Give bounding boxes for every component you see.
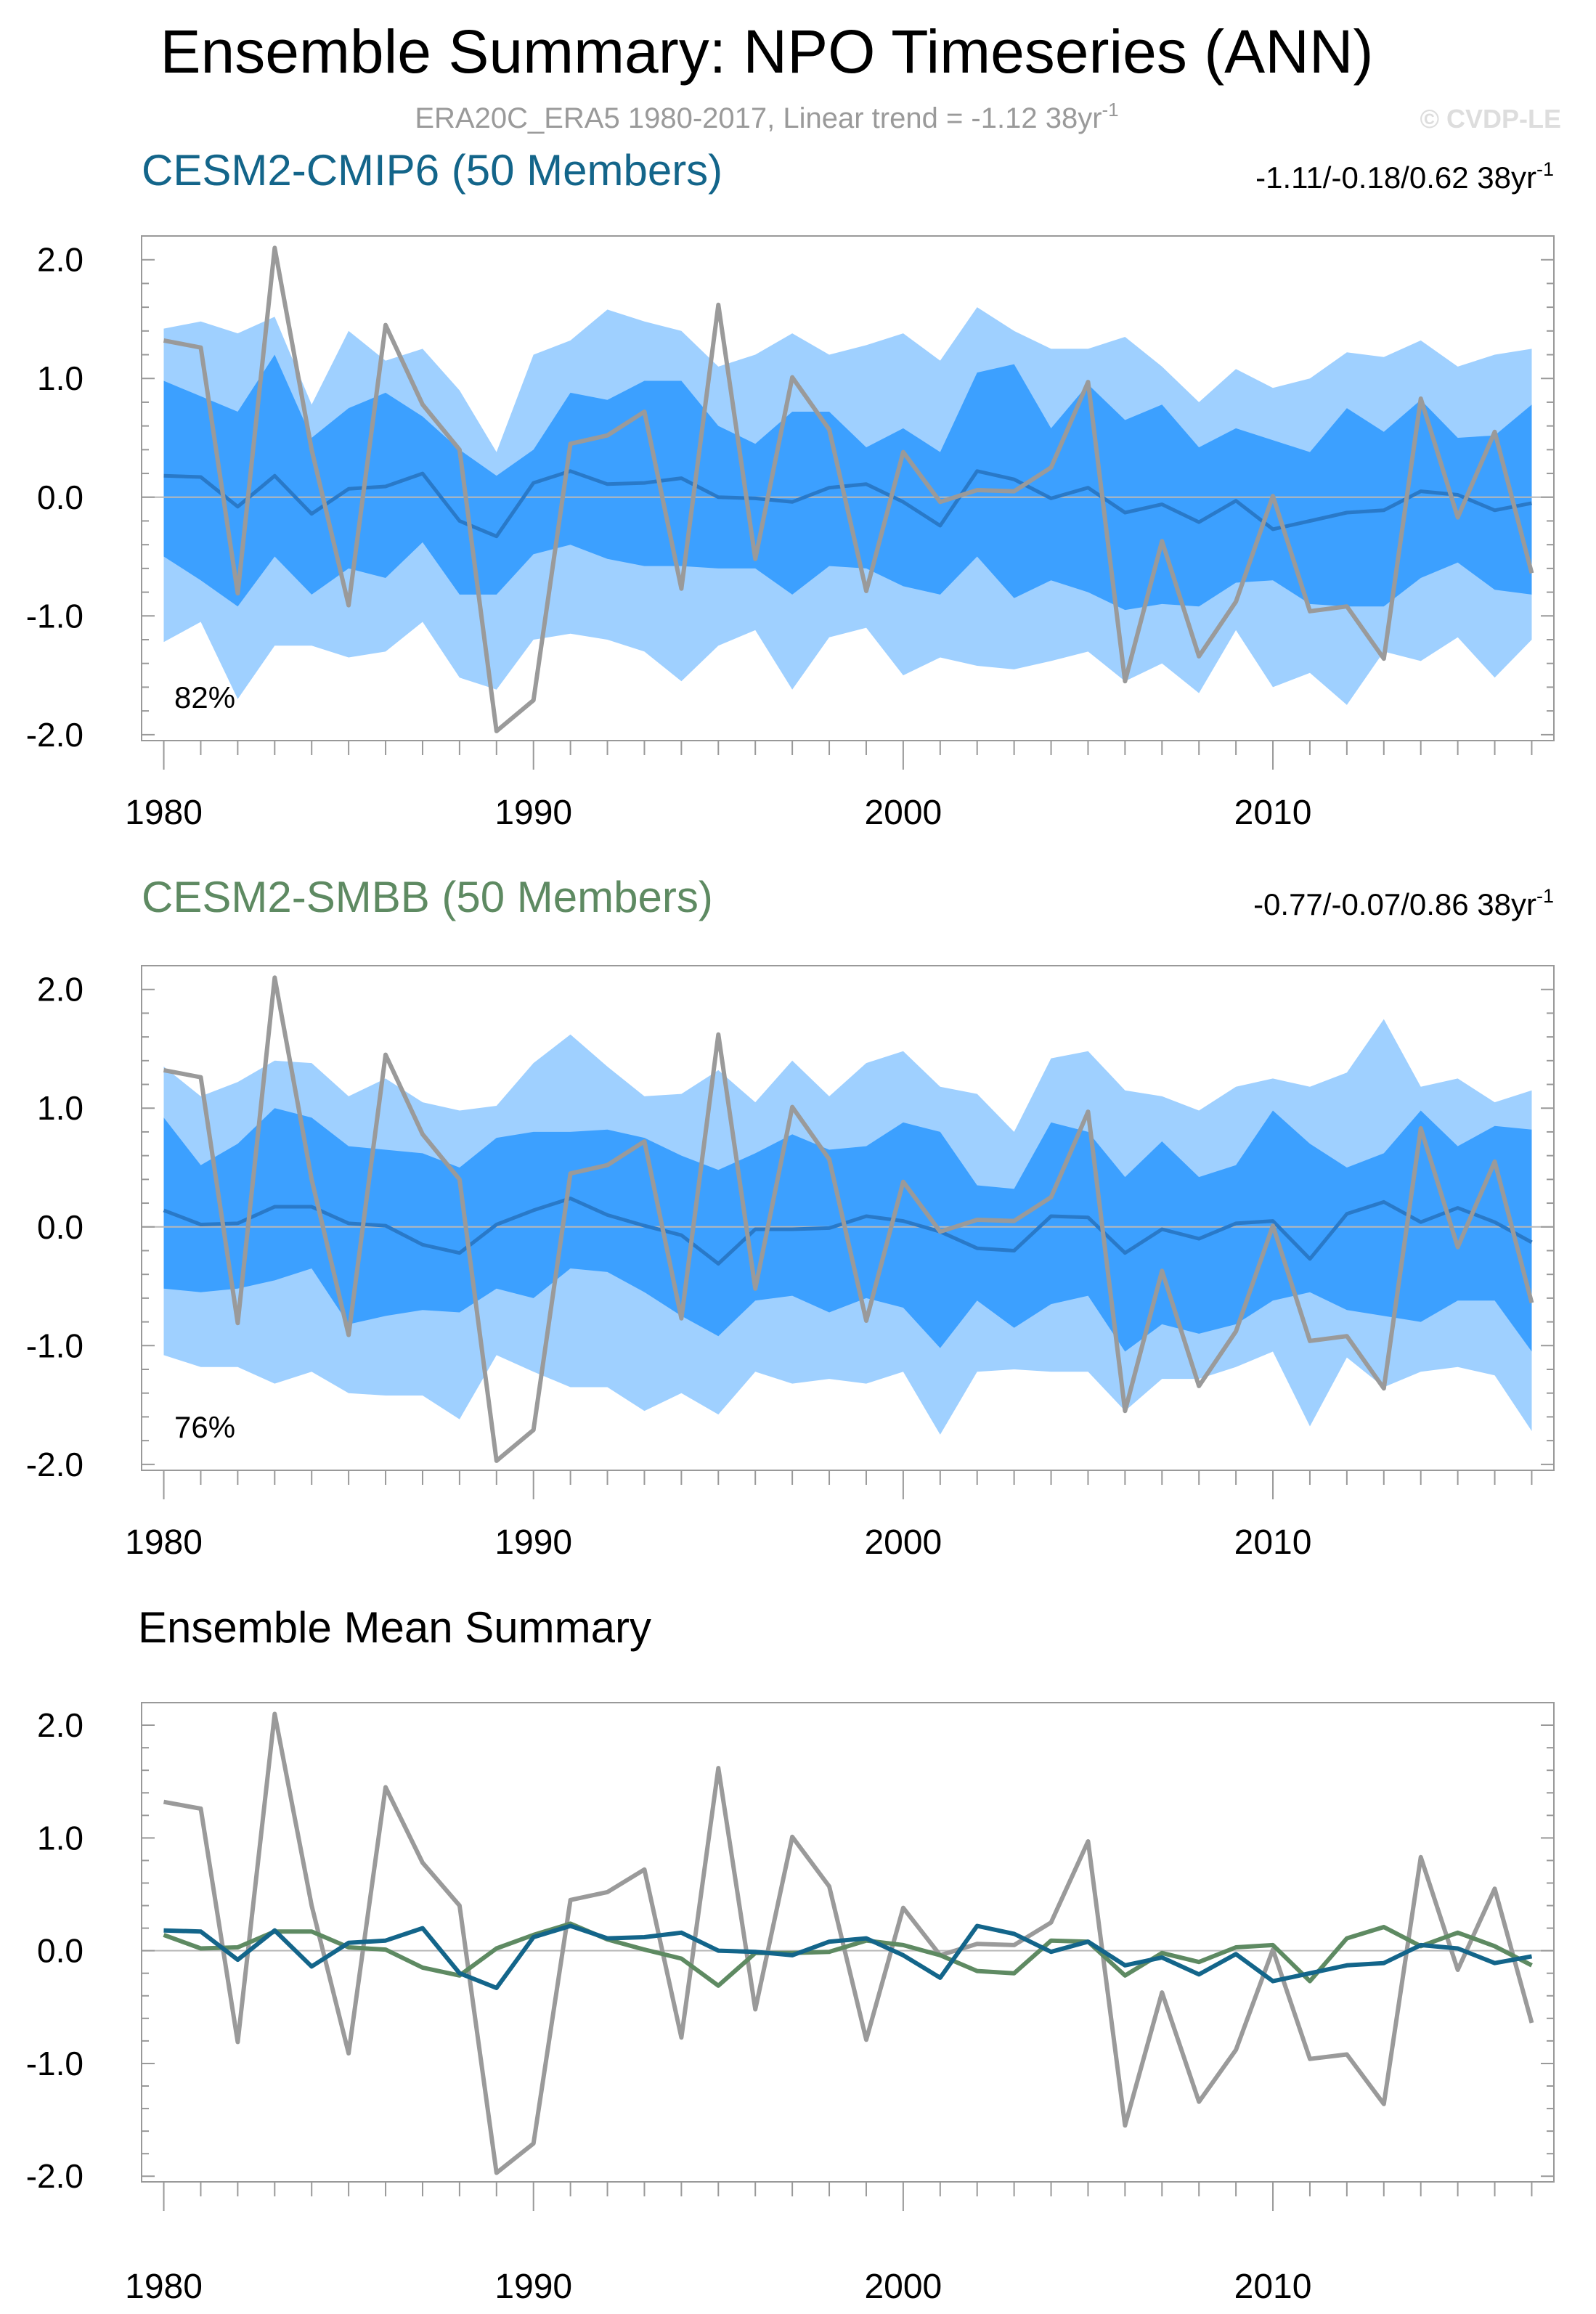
- ensemble-mean-line: [163, 469, 1532, 539]
- y-tick-label: -2.0: [26, 2157, 84, 2195]
- chart-panels: CESM2-CMIP6 (50 Members) -1.11/-0.18/0.62…: [26, 146, 1555, 2306]
- y-tick-label: -2.0: [26, 716, 84, 754]
- percent-label-smbb: 76%: [174, 1410, 235, 1444]
- ensemble-mean-line: [163, 1197, 1533, 1266]
- subtitle-sup: -1: [1102, 99, 1119, 121]
- ensemble-10-90-band: [163, 354, 1532, 611]
- trend-label-sup: -1: [1536, 885, 1554, 907]
- plot-area-cmip6: [142, 245, 1554, 733]
- y-tick-label: 0.0: [37, 1208, 84, 1246]
- trend-label-text: -0.77/-0.07/0.86 38yr: [1253, 887, 1536, 921]
- y-tick-label: 1.0: [37, 1819, 84, 1857]
- y-tick-label: -1.0: [26, 597, 84, 635]
- x-tick-label: 2000: [864, 1523, 942, 1562]
- x-tick-label: 1990: [494, 794, 572, 832]
- plot-area-smbb: [142, 975, 1554, 1463]
- copyright-label: © CVDP-LE: [1420, 104, 1561, 134]
- y-tick-label: -2.0: [26, 1446, 84, 1483]
- panel-frame: [141, 235, 1555, 741]
- chart-panel-cmip6: CESM2-CMIP6 (50 Members) -1.11/-0.18/0.62…: [26, 146, 1555, 832]
- panel-title-mean: Ensemble Mean Summary: [138, 1603, 651, 1652]
- x-tick-label: 2010: [1234, 2268, 1312, 2306]
- x-tick-label: 2010: [1234, 794, 1312, 832]
- subtitle-text: ERA20C_ERA5 1980-2017, Linear trend = -1…: [415, 102, 1102, 134]
- y-tick-label: 2.0: [37, 241, 84, 279]
- plot-area-mean: [142, 1711, 1554, 2175]
- x-tick-label: 1990: [494, 1523, 572, 1562]
- trend-label-cmip6: -1.11/-0.18/0.62 38yr-1: [1255, 158, 1554, 195]
- panel-title-smbb: CESM2-SMBB (50 Members): [142, 873, 713, 921]
- panel-title-cmip6: CESM2-CMIP6 (50 Members): [142, 146, 722, 195]
- y-tick-label: -1.0: [26, 1327, 84, 1364]
- panel-frame: [141, 1702, 1555, 2183]
- trend-label-text: -1.11/-0.18/0.62 38yr: [1255, 160, 1536, 195]
- x-tick-label: 1980: [125, 1523, 203, 1562]
- x-tick-label: 1980: [125, 2268, 203, 2306]
- panel-frame: [141, 965, 1555, 1471]
- chart-panel-mean: Ensemble Mean Summary -2.0 -1.0 0.0 1.0 2.0 19…: [26, 1603, 1555, 2306]
- y-tick-label: 0.0: [37, 478, 84, 516]
- trend-label-smbb: -0.77/-0.07/0.86 38yr-1: [1253, 885, 1554, 921]
- ensemble-10-90-band: [163, 1108, 1532, 1352]
- y-tick-label: 0.0: [37, 1932, 84, 1970]
- chart-panel-smbb: CESM2-SMBB (50 Members) -0.77/-0.07/0.86 …: [26, 873, 1555, 1562]
- main-title: Ensemble Summary: NPO Timeseries (ANN): [160, 17, 1373, 86]
- x-tick-label: 2010: [1234, 1523, 1312, 1562]
- y-tick-label: 1.0: [37, 1089, 84, 1127]
- subtitle: ERA20C_ERA5 1980-2017, Linear trend = -1…: [415, 99, 1118, 134]
- x-tick-label: 1990: [494, 2268, 572, 2306]
- y-tick-label: -1.0: [26, 2045, 84, 2082]
- y-tick-label: 1.0: [37, 359, 84, 397]
- x-tick-label: 2000: [864, 2268, 942, 2306]
- percent-label-cmip6: 82%: [174, 680, 235, 714]
- x-tick-label: 2000: [864, 794, 942, 832]
- cmip6-mean-line: [163, 1923, 1533, 1990]
- y-tick-label: 2.0: [37, 971, 84, 1009]
- observed-series-line: [163, 245, 1534, 733]
- observed-series-line: [163, 1711, 1534, 2175]
- x-tick-label: 1980: [125, 794, 203, 832]
- trend-label-sup: -1: [1536, 158, 1554, 180]
- observed-series-line: [163, 975, 1534, 1463]
- y-tick-label: 2.0: [37, 1706, 84, 1744]
